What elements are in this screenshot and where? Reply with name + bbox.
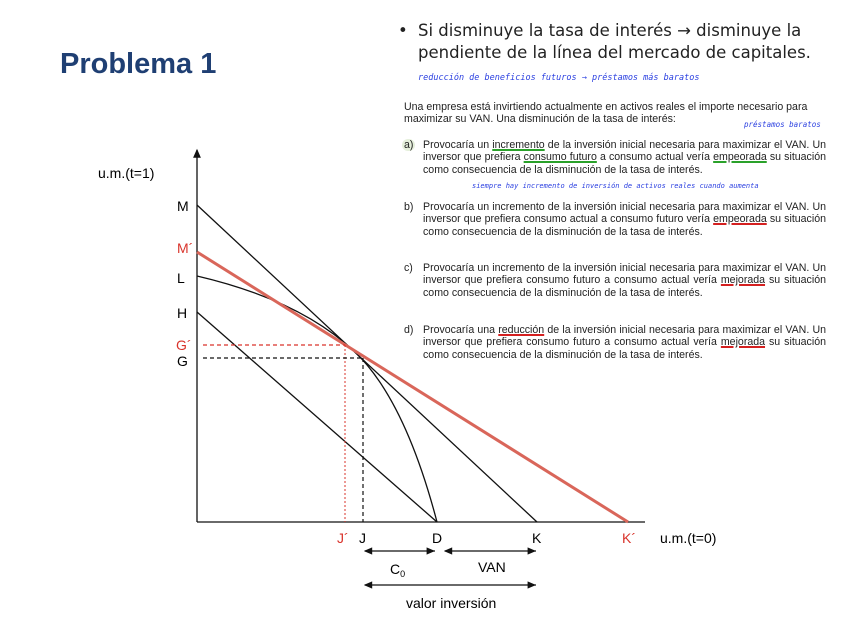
label-m-prime: M´	[177, 240, 193, 256]
question-text: Una empresa está invirtiendo actualmente…	[404, 101, 808, 126]
c0-label: C0	[390, 561, 405, 579]
slide-title: Problema 1	[60, 48, 217, 80]
label-k-prime: K´	[622, 530, 636, 546]
option-text: Provocaría una reducción de la inversión…	[423, 324, 826, 361]
option-label: b)	[404, 201, 414, 213]
label-k: K	[532, 530, 542, 546]
option-label: c)	[404, 262, 413, 274]
investment-curve	[196, 275, 438, 523]
option-label: a)	[402, 139, 416, 152]
van-label: VAN	[478, 559, 506, 575]
handwritten-note-3: siempre hay incremento de inversión de a…	[472, 182, 759, 190]
label-l: L	[177, 270, 185, 286]
label-g-prime: G´	[176, 337, 192, 353]
y-axis-label: u.m.(t=1)	[98, 165, 154, 181]
bullet-text: Si disminuye la tasa de interés → dismin…	[418, 21, 811, 62]
label-m: M	[177, 198, 189, 214]
new-market-line-mp-kp	[196, 250, 629, 524]
option-text: Provocaría un incremento de la inversión…	[423, 262, 826, 299]
handwritten-note-2: préstamos baratos	[744, 120, 821, 129]
label-g: G	[177, 353, 188, 369]
option-label: d)	[404, 324, 414, 336]
x-axis-label: u.m.(t=0)	[660, 530, 716, 546]
valor-inversion-label: valor inversión	[406, 595, 496, 611]
market-line-h-d	[196, 311, 438, 523]
option-text: Provocaría un incremento de la inversión…	[423, 139, 826, 176]
bullet-dot: •	[398, 21, 408, 40]
option-text: Provocaría un incremento de la inversión…	[423, 201, 826, 238]
handwritten-note-1: reducción de beneficios futuros → présta…	[418, 73, 700, 83]
label-j-prime: J´	[337, 530, 349, 546]
label-j: J	[359, 530, 366, 546]
label-h: H	[177, 305, 187, 321]
market-line-m-k	[196, 204, 538, 523]
label-d: D	[432, 530, 442, 546]
